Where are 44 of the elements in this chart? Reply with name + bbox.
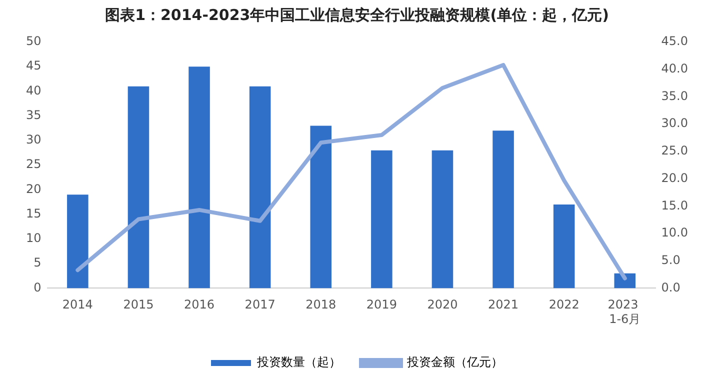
y-tick-label: 20 — [26, 182, 42, 196]
x-tick-label: 2017 — [244, 298, 276, 312]
y-tick-label: 50 — [26, 34, 42, 48]
y2-tick-label: 5.0 — [661, 252, 680, 267]
bar — [553, 204, 575, 288]
bar — [614, 273, 636, 288]
chart-title: 图表1：2014-2023年中国工业信息安全行业投融资规模(单位：起，亿元) — [104, 6, 610, 26]
x-tick-label: 2018 — [306, 298, 336, 312]
bar — [67, 194, 88, 288]
y-tick-label: 5 — [34, 256, 42, 270]
bar — [188, 66, 210, 288]
y2-tick-label: 0.0 — [661, 280, 680, 294]
bar — [432, 150, 454, 288]
y2-tick-label: 45.0 — [661, 34, 688, 48]
y-tick-label: 45 — [26, 58, 42, 73]
x-tick-label: 2014 — [62, 298, 93, 312]
y-tick-label: 0 — [34, 280, 42, 294]
y2-tick-label: 20.0 — [661, 170, 688, 185]
y-tick-label: 40 — [26, 83, 42, 98]
x-tick-label: 2023 1-6月 — [608, 298, 642, 326]
bar — [310, 126, 332, 288]
x-tick-label: 2021 — [488, 298, 519, 312]
bar — [492, 130, 514, 288]
y-tick-label: 15 — [26, 206, 42, 220]
x-tick-label: 2015 — [123, 298, 154, 312]
legend-label: 投资金额（亿元） — [406, 355, 503, 370]
y-tick-label: 30 — [26, 132, 42, 147]
x-tick-label: 2019 — [366, 298, 397, 312]
y2-tick-label: 40.0 — [661, 61, 688, 76]
y2-tick-label: 35.0 — [661, 88, 688, 103]
y2-tick-label: 30.0 — [661, 116, 688, 130]
legend-label: 投资数量（起） — [256, 355, 341, 370]
bar — [371, 150, 392, 288]
x-tick-label: 2020 — [427, 298, 458, 312]
y-tick-label: 25 — [26, 157, 42, 172]
y-tick-label: 35 — [26, 108, 42, 122]
y2-tick-label: 15.0 — [661, 198, 688, 212]
y-tick-label: 10 — [26, 231, 42, 246]
bar — [128, 86, 150, 288]
x-tick-label: 2016 — [184, 298, 215, 312]
x-tick-label: 2022 — [548, 298, 580, 312]
bar — [249, 86, 271, 288]
y2-tick-label: 25.0 — [661, 144, 688, 158]
y2-tick-label: 10.0 — [661, 226, 688, 240]
